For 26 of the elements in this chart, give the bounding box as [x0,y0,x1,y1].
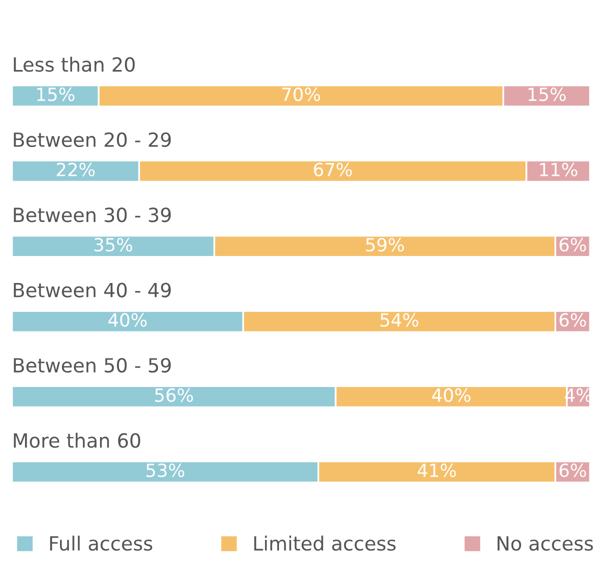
data-label: 35% [94,238,132,252]
data-label: 41% [418,464,456,478]
data-label: 11% [540,162,578,176]
data-label: 70% [282,88,320,102]
legend-label: Full access [50,536,152,551]
data-label: 6% [560,313,586,327]
data-label: 54% [380,313,418,327]
data-label: 40% [432,388,470,402]
y-tick-label: Between 40 - 49 [14,282,171,298]
y-tick-label: Between 50 - 59 [14,358,171,373]
data-label: 15% [528,88,566,102]
data-label: 67% [314,162,352,176]
data-label: 6% [560,464,586,478]
legend-label: No access [498,536,593,551]
y-tick-label: Less than 20 [14,56,135,72]
data-label: 53% [146,464,184,478]
data-label: 15% [37,88,74,102]
data-label: 59% [366,238,404,252]
data-label: 22% [56,162,95,176]
data-label: 6% [560,238,586,252]
y-tick-label: Between 20 - 29 [14,132,171,148]
y-tick-label: More than 60 [14,432,140,448]
data-label: 56% [155,388,193,402]
legend-label: Limited access [254,536,396,551]
data-label: 40% [108,313,147,327]
y-tick-label: Between 30 - 39 [14,208,171,222]
